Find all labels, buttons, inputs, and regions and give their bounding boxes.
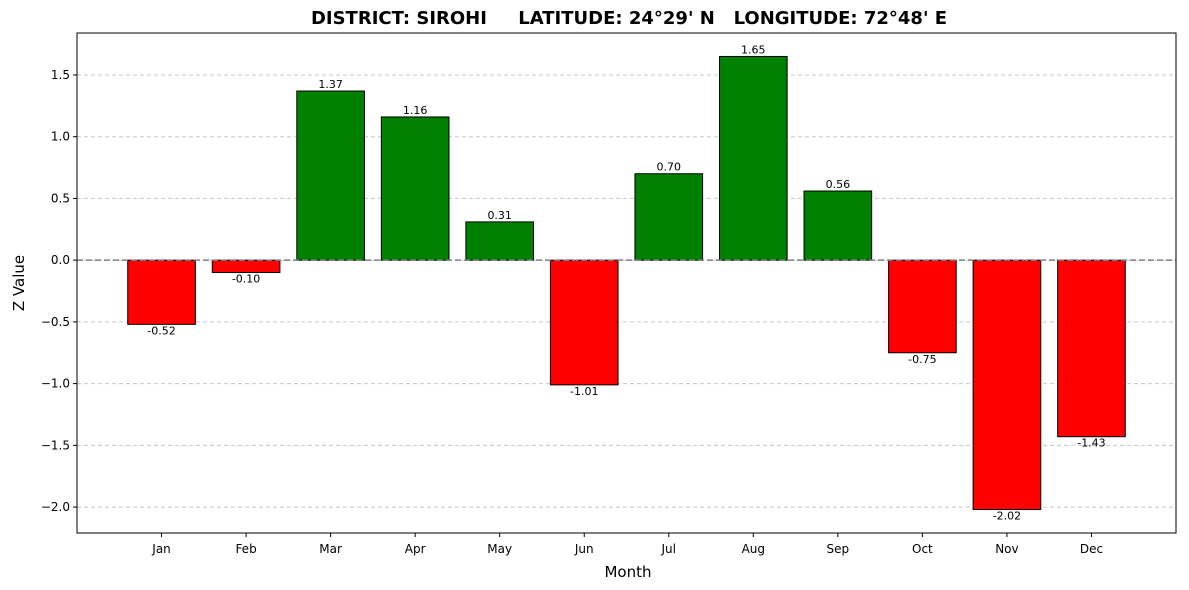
bar-sep: [803, 190, 873, 261]
bar-mar: [296, 90, 365, 261]
y-tick-label: −2.0: [41, 500, 70, 514]
y-tick-label: −1.0: [41, 377, 70, 391]
x-axis-ticks: Jan Feb Mar Apr May Jun Jul Aug Sep Oct Nov Dec: [151, 533, 1103, 556]
chart-title: DISTRICT: SIROHI LATITUDE: 24°29' N LONG…: [311, 8, 947, 29]
bar-value-label: -2.02: [993, 510, 1021, 523]
x-tick-label: Mar: [319, 542, 342, 556]
x-tick-label: May: [487, 542, 512, 556]
x-tick-label: Apr: [405, 542, 426, 556]
bar-oct: [888, 259, 957, 354]
bar-value-label: -0.10: [232, 273, 260, 286]
bar-value-label: -0.52: [147, 324, 175, 337]
bar-feb: [211, 259, 281, 274]
bar-jul: [634, 173, 704, 261]
bar-value-label: 1.65: [741, 43, 766, 56]
x-tick-label: Dec: [1080, 542, 1103, 556]
x-tick-label: Sep: [827, 542, 850, 556]
x-axis-label: Month: [604, 563, 651, 581]
y-tick-label: 0.5: [51, 191, 70, 205]
x-tick-label: Jul: [661, 542, 676, 556]
bar-value-label: -1.01: [570, 385, 598, 398]
bar-value-label: 0.31: [487, 209, 512, 222]
bar-may: [465, 221, 535, 261]
bar-value-label: 0.70: [657, 161, 682, 174]
x-tick-label: Feb: [235, 542, 256, 556]
bar-jan: [127, 259, 196, 325]
y-tick-label: 0.0: [51, 253, 70, 267]
x-tick-label: Jan: [151, 542, 171, 556]
bar-value-label: -1.43: [1077, 437, 1105, 450]
bar-value-label: 1.16: [403, 104, 428, 117]
y-tick-label: −1.5: [41, 438, 70, 452]
bar-apr: [380, 116, 450, 261]
bar-value-labels: -0.52 -0.10 1.37 1.16 0.31 -1.01 0.70 1.65 0.56 -…: [147, 43, 1105, 522]
bar-aug: [718, 55, 788, 261]
bar-jun: [549, 259, 619, 386]
bars: [127, 55, 1126, 511]
y-axis-ticks: −2.0 −1.5 −1.0 −0.5 0.0 0.5 1.0 1.5: [41, 68, 77, 514]
y-tick-label: −0.5: [41, 315, 70, 329]
x-tick-label: Jun: [574, 542, 594, 556]
plot-frame: [76, 32, 1177, 534]
bar-nov: [972, 259, 1042, 511]
x-tick-label: Nov: [995, 542, 1018, 556]
bar-value-label: 1.37: [318, 78, 343, 91]
x-tick-label: Aug: [742, 542, 765, 556]
x-tick-label: Oct: [912, 542, 933, 556]
y-axis-label: Z Value: [10, 255, 28, 311]
y-tick-label: 1.5: [51, 68, 70, 82]
bar-dec: [1057, 259, 1126, 438]
bar-value-label: -0.75: [908, 353, 936, 366]
y-tick-label: 1.0: [51, 130, 70, 144]
bar-value-label: 0.56: [826, 178, 851, 191]
